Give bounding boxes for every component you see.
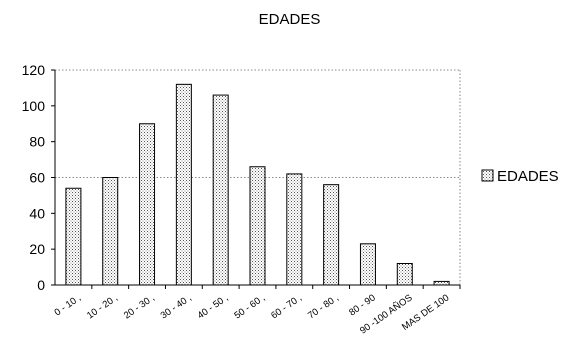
x-tick-label: 40 - 50 , — [196, 292, 231, 321]
y-tick-label: 100 — [22, 98, 46, 114]
y-tick-label: 0 — [37, 277, 45, 293]
bar — [175, 83, 192, 286]
chart-title: EDADES — [259, 11, 321, 28]
legend-swatch — [481, 169, 494, 182]
bar — [212, 94, 229, 286]
legend-label: EDADES — [497, 168, 559, 185]
bar — [286, 173, 303, 286]
x-tick-label: 0 - 10 , — [53, 292, 84, 318]
y-tick-label: 40 — [29, 205, 45, 221]
legend: EDADES — [481, 168, 559, 185]
x-tick-label: 10 - 20 , — [85, 292, 120, 321]
y-tick-label: 80 — [29, 134, 45, 150]
x-tick-label: 60 - 70 , — [269, 292, 304, 321]
bar — [102, 177, 119, 286]
x-tick-label: 70 - 80 , — [306, 292, 341, 321]
plot-area: 0 20 40 60 80 100 120 0 - 10 , 10 - 20 , 20 - 30 … — [22, 62, 461, 337]
bar — [139, 123, 156, 286]
bar — [323, 184, 340, 286]
x-tick-label: 20 - 30 , — [122, 292, 157, 321]
y-tick-label: 60 — [29, 170, 45, 186]
bar — [396, 263, 413, 286]
x-tick-label: 80 - 90 — [347, 292, 378, 318]
x-tick-label: 30 - 40 , — [159, 292, 194, 321]
bar — [249, 166, 266, 286]
x-tick-label: 50 - 60 , — [232, 292, 267, 321]
bar — [359, 243, 376, 286]
y-tick-label: 120 — [22, 62, 46, 78]
y-tick-label: 20 — [29, 241, 45, 257]
bar — [65, 187, 82, 286]
bar — [433, 280, 450, 286]
